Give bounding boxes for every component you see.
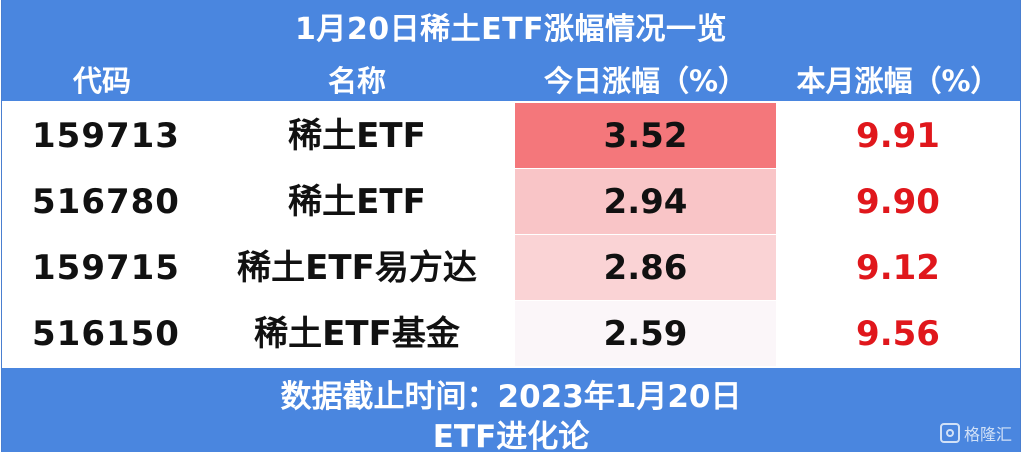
table-row: 516780 稀土ETF 2.94 9.90 [2, 169, 1020, 235]
code-cell: 516780 [32, 182, 180, 222]
column-header-name: 名称 [327, 64, 386, 98]
today-heat-cell [515, 169, 776, 234]
watermark: 格隆汇 [939, 420, 1012, 446]
column-header-today: 今日涨幅（%） [543, 64, 748, 98]
today-heat-cell [515, 235, 776, 300]
column-header-month: 本月涨幅（%） [796, 64, 1000, 98]
today-change-cell: 2.59 [603, 314, 688, 354]
month-change-cell: 9.12 [856, 248, 940, 288]
code-cell: 159713 [32, 116, 180, 156]
data-cutoff-note: 数据截止时间：2023年1月20日 [280, 379, 742, 415]
today-heat-cell [515, 103, 776, 168]
today-heat-cell [515, 301, 776, 366]
code-cell: 159715 [32, 248, 180, 288]
month-change-cell: 9.91 [856, 116, 940, 156]
name-cell: 稀土ETF基金 [254, 314, 460, 354]
page-title: 1月20日稀土ETF涨幅情况一览 [294, 12, 728, 47]
today-change-cell: 2.94 [603, 182, 688, 222]
table-row: 516150 稀土ETF基金 2.59 9.56 [2, 301, 1020, 367]
table-row: 159715 稀土ETF易方达 2.86 9.12 [2, 235, 1020, 301]
source-label: ETF进化论 [432, 419, 590, 455]
column-header-code: 代码 [72, 64, 131, 98]
gelonghui-logo-icon [939, 423, 960, 443]
watermark-text: 格隆汇 [963, 425, 1012, 444]
today-change-cell: 3.52 [603, 116, 688, 156]
name-cell: 稀土ETF [288, 116, 426, 156]
name-cell: 稀土ETF [288, 182, 426, 222]
table-header: 1月20日稀土ETF涨幅情况一览 代码 名称 今日涨幅（%） 本月涨幅（%） [2, 0, 1020, 101]
code-cell: 516150 [32, 314, 180, 354]
month-change-cell: 9.56 [856, 314, 940, 354]
name-cell: 稀土ETF易方达 [237, 248, 477, 288]
month-change-cell: 9.90 [856, 182, 940, 222]
table-footer: 数据截止时间：2023年1月20日 ETF进化论 格隆汇 [2, 368, 1020, 455]
today-change-cell: 2.86 [603, 248, 688, 288]
table-row: 159713 稀土ETF 3.52 9.91 [2, 103, 1020, 169]
